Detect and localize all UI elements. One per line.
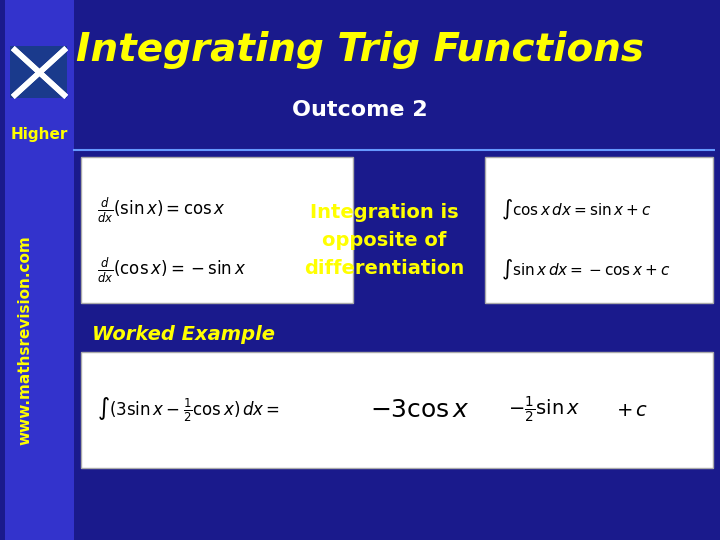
Text: $-\frac{1}{2}\sin x$: $-\frac{1}{2}\sin x$ <box>508 395 580 425</box>
Text: Integrating Trig Functions: Integrating Trig Functions <box>76 31 644 69</box>
Text: $\frac{d}{dx}(\cos x) = -\sin x$: $\frac{d}{dx}(\cos x) = -\sin x$ <box>96 255 246 285</box>
FancyBboxPatch shape <box>10 46 67 98</box>
Text: Higher: Higher <box>11 127 68 143</box>
Text: $-3\cos x$: $-3\cos x$ <box>370 398 470 422</box>
Text: $\int(3\sin x - \frac{1}{2}\cos x)\,dx = $: $\int(3\sin x - \frac{1}{2}\cos x)\,dx =… <box>96 396 279 424</box>
FancyBboxPatch shape <box>5 0 74 540</box>
Text: www.mathsrevision.com: www.mathsrevision.com <box>17 235 32 445</box>
Text: Outcome 2: Outcome 2 <box>292 100 428 120</box>
Text: $\int \cos x\, dx = \sin x + c$: $\int \cos x\, dx = \sin x + c$ <box>501 198 652 222</box>
Text: Worked Example: Worked Example <box>91 326 275 345</box>
Text: $+\, c$: $+\, c$ <box>616 401 648 420</box>
Text: $\frac{d}{dx}(\sin x) = \cos x$: $\frac{d}{dx}(\sin x) = \cos x$ <box>96 195 225 225</box>
FancyBboxPatch shape <box>81 352 713 468</box>
Text: Integration is
opposite of
differentiation: Integration is opposite of differentiati… <box>305 202 465 278</box>
Text: $\int \sin x\, dx = -\cos x + c$: $\int \sin x\, dx = -\cos x + c$ <box>501 258 670 282</box>
FancyBboxPatch shape <box>81 157 353 303</box>
FancyBboxPatch shape <box>485 157 713 303</box>
